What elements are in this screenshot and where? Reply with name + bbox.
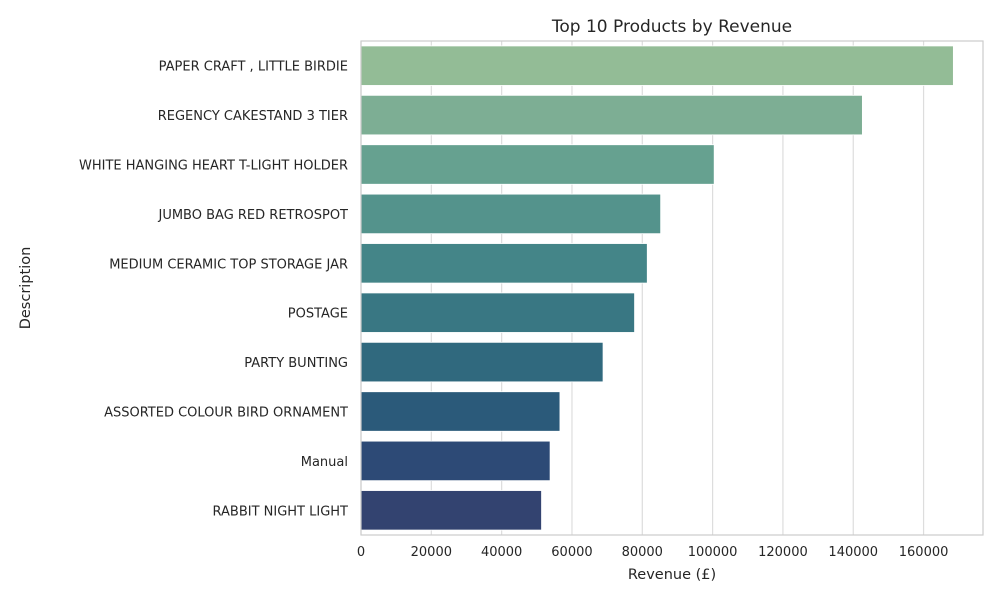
y-tick-label: PAPER CRAFT , LITTLE BIRDIE — [159, 60, 348, 75]
x-tick-label: 80000 — [622, 545, 663, 560]
bar — [360, 292, 635, 333]
x-axis-label: Revenue (£) — [628, 567, 716, 583]
bar — [360, 45, 954, 86]
chart-title: Top 10 Products by Revenue — [551, 17, 792, 37]
plot-frame — [360, 40, 984, 536]
x-tick-label: 60000 — [551, 545, 592, 560]
bars — [360, 45, 954, 531]
bar — [360, 94, 863, 136]
bar — [360, 341, 604, 383]
x-tick-label: 20000 — [411, 545, 452, 560]
x-tick-label: 100000 — [688, 545, 738, 560]
x-tick-label: 0 — [357, 545, 365, 560]
bar — [360, 440, 551, 482]
y-tick-label: PARTY BUNTING — [244, 356, 348, 371]
y-tick-label: ASSORTED COLOUR BIRD ORNAMENT — [104, 406, 348, 421]
x-tick-label: 160000 — [899, 545, 949, 560]
y-axis-label: Description — [18, 247, 34, 330]
y-tick-label: MEDIUM CERAMIC TOP STORAGE JAR — [109, 257, 348, 272]
bar — [360, 490, 542, 531]
y-tick-label: Manual — [301, 455, 348, 470]
y-tick-label: RABBIT NIGHT LIGHT — [213, 504, 349, 519]
x-tick-label: 140000 — [828, 545, 878, 560]
bar — [360, 193, 662, 235]
x-tick-label: 40000 — [481, 545, 522, 560]
y-tick-label: REGENCY CAKESTAND 3 TIER — [158, 109, 348, 124]
y-tick-label: JUMBO BAG RED RETROSPOT — [157, 208, 348, 223]
y-tick-label: WHITE HANGING HEART T-LIGHT HOLDER — [79, 159, 348, 174]
bar — [360, 391, 561, 432]
x-tick-labels: 0 20000 40000 60000 80000 100000 120000 140000 1… — [357, 545, 949, 560]
x-tick-label: 120000 — [758, 545, 808, 560]
bar — [360, 243, 648, 284]
bar — [360, 144, 715, 185]
y-tick-labels: PAPER CRAFT , LITTLE BIRDIE REGENCY CAKES… — [79, 60, 348, 520]
y-tick-label: POSTAGE — [288, 307, 348, 322]
